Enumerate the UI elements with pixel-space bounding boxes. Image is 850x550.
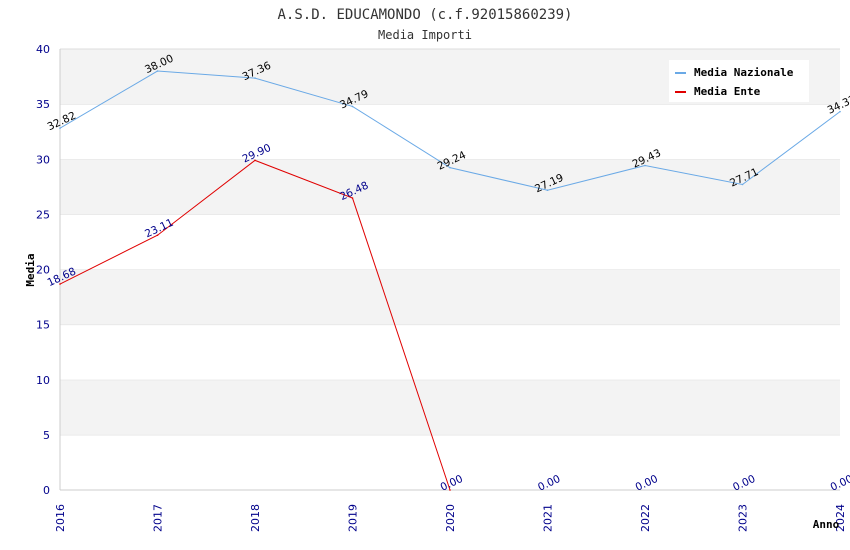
x-tick-label: 2023 — [737, 504, 750, 532]
data-point — [254, 77, 256, 79]
data-point — [644, 164, 646, 167]
y-tick-label: 0 — [43, 484, 50, 497]
data-point — [59, 283, 61, 285]
grid-band — [60, 269, 840, 325]
y-tick-label: 40 — [36, 43, 50, 56]
data-point — [449, 489, 451, 491]
legend-entry: Media Ente — [694, 85, 761, 98]
x-tick-label: 2017 — [152, 504, 165, 532]
x-tick-label: 2020 — [444, 504, 457, 532]
grid-band — [60, 159, 840, 215]
grid-band — [60, 324, 840, 380]
x-tick-label: 2021 — [542, 504, 555, 532]
y-tick-label: 25 — [36, 208, 50, 221]
y-tick-label: 30 — [36, 153, 50, 166]
data-point — [156, 234, 159, 237]
legend-box — [669, 60, 809, 102]
y-tick-label: 15 — [36, 319, 50, 332]
x-tick-label: 2018 — [249, 504, 262, 532]
x-tick-label: 2022 — [639, 504, 652, 532]
grid-bands — [59, 48, 840, 491]
data-point — [254, 159, 256, 162]
grid-band — [60, 214, 840, 270]
grid-band — [60, 434, 840, 490]
data-point — [59, 127, 61, 129]
x-tick-label: 2016 — [54, 504, 67, 532]
chart-subtitle: Media Importi — [378, 28, 472, 42]
legend: Media Nazionale Media Ente — [669, 60, 809, 102]
x-tick-label: 2019 — [347, 504, 360, 532]
y-axis-ticks: 0 5 10 15 20 25 30 35 40 — [36, 43, 50, 497]
x-axis-ticks: 2016 2017 2018 2019 2020 2021 2022 2023 2024 — [54, 504, 847, 532]
y-axis-label: Media — [24, 253, 37, 286]
y-tick-label: 10 — [36, 374, 50, 387]
data-point — [351, 105, 354, 108]
legend-entry: Media Nazionale — [694, 66, 794, 79]
data-point — [156, 70, 159, 72]
data-point — [546, 189, 549, 192]
x-axis-label: Anno — [813, 518, 840, 531]
series-lines — [59, 70, 841, 491]
grid-band — [60, 379, 840, 435]
y-tick-label: 20 — [36, 264, 50, 277]
chart-title: A.S.D. EDUCAMONDO (c.f.92015860239) — [277, 7, 572, 23]
data-point — [741, 183, 744, 186]
grid-band — [60, 104, 840, 160]
y-tick-label: 35 — [36, 98, 50, 111]
x-tick-label: 2024 — [834, 504, 847, 532]
data-point — [839, 110, 841, 113]
y-tick-label: 5 — [43, 429, 50, 442]
data-point — [449, 166, 451, 169]
data-point — [351, 197, 354, 199]
